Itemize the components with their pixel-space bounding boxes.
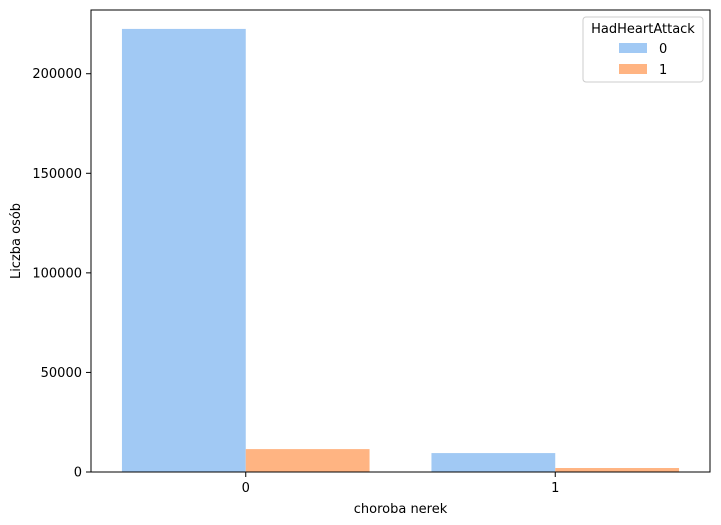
y-tick-label: 200000 <box>32 67 82 82</box>
legend-swatch <box>619 43 647 53</box>
legend-title: HadHeartAttack <box>591 22 695 37</box>
bar-series-0-category-1 <box>431 453 556 472</box>
y-axis-label: Liczba osób <box>9 203 24 279</box>
y-axis: 0 50000 100000 150000 200000 <box>32 67 91 481</box>
y-tick-label: 0 <box>74 466 82 481</box>
legend-swatch <box>619 64 647 74</box>
y-tick-label: 50000 <box>41 366 82 381</box>
legend: HadHeartAttack 01 <box>582 16 704 83</box>
x-tick-label: 1 <box>551 481 559 496</box>
legend-label: 1 <box>659 63 667 78</box>
bar-series-0-category-0 <box>121 28 246 473</box>
legend-label: 0 <box>659 42 667 57</box>
x-tick-label: 0 <box>242 481 250 496</box>
plot-frame <box>90 9 711 473</box>
x-axis-label: choroba nerek <box>354 502 448 517</box>
bar-series-1-category-0 <box>245 449 370 472</box>
y-tick-label: 100000 <box>32 266 82 281</box>
bar-series-1-category-1 <box>555 468 680 472</box>
plot-area <box>121 28 680 473</box>
y-tick-label: 150000 <box>32 167 82 182</box>
legend-items: 01 <box>619 42 667 78</box>
